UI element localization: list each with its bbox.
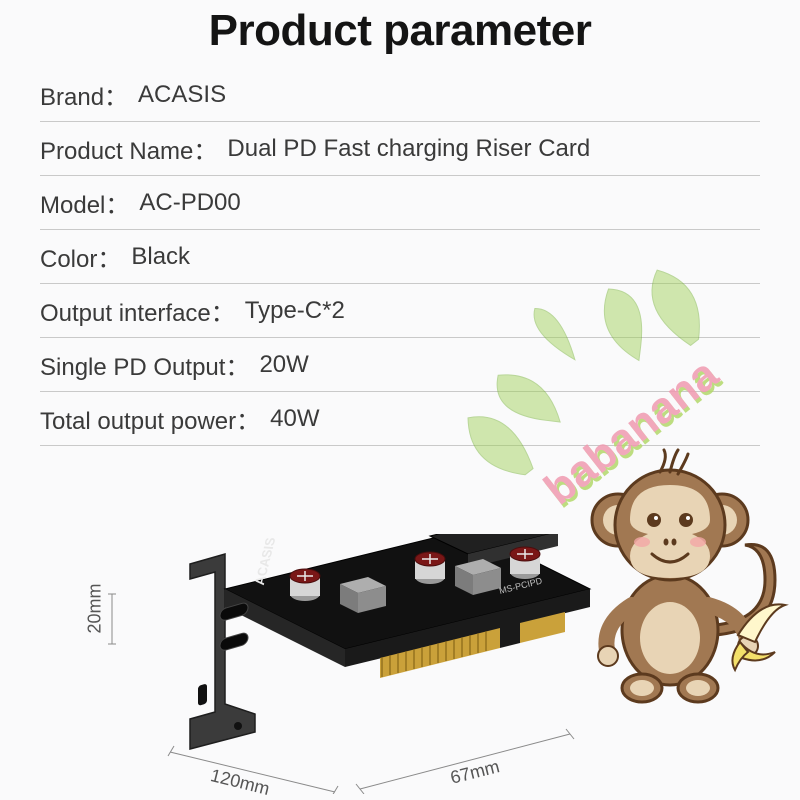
spec-value: Type-C*2 [245,297,345,325]
spec-label: Single PD Output： [40,347,249,382]
dimension-height: 20mm [85,583,106,633]
page-title: Product parameter [0,0,800,56]
table-row: Color： Black [40,230,760,284]
table-row: Model： AC-PD00 [40,176,760,230]
spec-value: Black [131,243,190,271]
spec-value: 20W [259,351,308,379]
table-row: Single PD Output： 20W [40,338,760,392]
spec-label: Model： [40,185,129,220]
spec-value: 40W [270,405,319,433]
spec-table: Brand： ACASIS Product Name： Dual PD Fast… [0,56,800,446]
spec-value: AC-PD00 [139,189,240,217]
product-diagram: ACASISMS-PCIPD 20mm 120mm 67mm [100,534,660,794]
spec-value: ACASIS [138,81,226,109]
spec-label: Color： [40,239,121,274]
spec-label: Total output power： [40,401,260,436]
table-row: Output interface： Type-C*2 [40,284,760,338]
spec-label: Brand： [40,77,128,112]
spec-value: Dual PD Fast charging Riser Card [227,135,590,163]
page-frame: Product parameter Brand： ACASIS Product … [0,0,800,800]
spec-label: Output interface： [40,293,235,328]
table-row: Product Name： Dual PD Fast charging Rise… [40,122,760,176]
table-row: Brand： ACASIS [40,68,760,122]
spec-label: Product Name： [40,131,217,166]
product-svg: ACASISMS-PCIPD [100,534,660,794]
